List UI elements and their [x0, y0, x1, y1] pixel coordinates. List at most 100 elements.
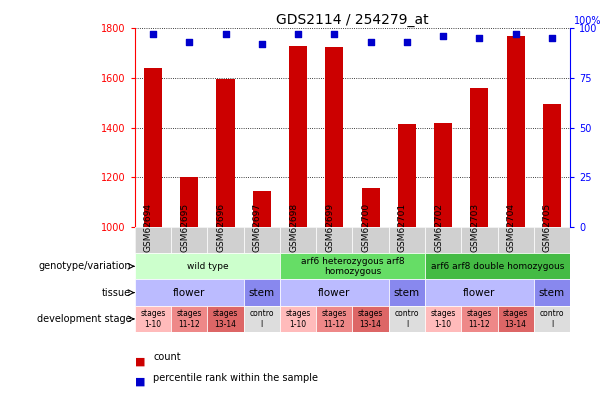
- Text: stages
13-14: stages 13-14: [358, 309, 383, 328]
- Text: genotype/variation: genotype/variation: [39, 261, 131, 271]
- Text: stem: stem: [249, 288, 275, 298]
- Bar: [389, 306, 425, 332]
- Bar: [425, 306, 461, 332]
- Point: [511, 31, 520, 38]
- Bar: [534, 227, 570, 253]
- Point: [185, 39, 194, 45]
- Text: GSM62698: GSM62698: [289, 202, 298, 252]
- Point: [438, 33, 448, 40]
- Text: contro
l: contro l: [539, 309, 564, 328]
- Bar: [470, 88, 489, 227]
- Bar: [171, 306, 207, 332]
- Bar: [135, 253, 280, 279]
- Text: GSM62701: GSM62701: [398, 202, 407, 252]
- Bar: [171, 227, 207, 253]
- Text: count: count: [153, 352, 181, 362]
- Bar: [144, 68, 162, 227]
- Bar: [316, 227, 352, 253]
- Bar: [289, 46, 307, 227]
- Text: contro
l: contro l: [395, 309, 419, 328]
- Bar: [244, 306, 280, 332]
- Text: arf6 arf8 double homozygous: arf6 arf8 double homozygous: [431, 262, 564, 271]
- Text: GSM62702: GSM62702: [434, 203, 443, 252]
- Bar: [253, 191, 271, 227]
- Bar: [180, 177, 199, 227]
- Text: GSM62694: GSM62694: [144, 203, 153, 252]
- Bar: [398, 124, 416, 227]
- Bar: [280, 306, 316, 332]
- Title: GDS2114 / 254279_at: GDS2114 / 254279_at: [276, 13, 428, 27]
- Point: [474, 35, 484, 41]
- Point: [257, 41, 267, 47]
- Bar: [326, 47, 343, 227]
- Bar: [543, 104, 561, 227]
- Bar: [135, 306, 171, 332]
- Text: ■: ■: [135, 356, 145, 367]
- Text: tissue: tissue: [102, 288, 131, 298]
- Point: [293, 31, 303, 38]
- Text: GSM62696: GSM62696: [216, 202, 226, 252]
- Text: stages
11-12: stages 11-12: [322, 309, 347, 328]
- Bar: [244, 279, 280, 306]
- Bar: [352, 306, 389, 332]
- Bar: [498, 227, 534, 253]
- Point: [329, 31, 339, 38]
- Text: arf6 heterozygous arf8
homozygous: arf6 heterozygous arf8 homozygous: [300, 257, 405, 276]
- Bar: [280, 279, 389, 306]
- Text: stages
11-12: stages 11-12: [466, 309, 492, 328]
- Text: GSM62704: GSM62704: [507, 203, 516, 252]
- Text: stages
13-14: stages 13-14: [213, 309, 238, 328]
- Text: wild type: wild type: [186, 262, 228, 271]
- Text: GSM62697: GSM62697: [253, 202, 262, 252]
- Bar: [135, 279, 244, 306]
- Bar: [244, 227, 280, 253]
- Bar: [506, 36, 525, 227]
- Bar: [207, 306, 244, 332]
- Bar: [434, 123, 452, 227]
- Text: stages
1-10: stages 1-10: [430, 309, 456, 328]
- Text: percentile rank within the sample: percentile rank within the sample: [153, 373, 318, 383]
- Bar: [389, 227, 425, 253]
- Text: stages
13-14: stages 13-14: [503, 309, 528, 328]
- Text: stages
11-12: stages 11-12: [177, 309, 202, 328]
- Bar: [316, 306, 352, 332]
- Bar: [135, 227, 570, 253]
- Point: [148, 31, 158, 38]
- Bar: [216, 79, 235, 227]
- Bar: [352, 227, 389, 253]
- Bar: [425, 253, 570, 279]
- Text: stages
1-10: stages 1-10: [140, 309, 166, 328]
- Bar: [362, 188, 379, 227]
- Bar: [462, 306, 498, 332]
- Point: [366, 39, 376, 45]
- Text: GSM62705: GSM62705: [543, 202, 552, 252]
- Text: flower: flower: [173, 288, 205, 298]
- Text: GSM62699: GSM62699: [326, 202, 334, 252]
- Bar: [498, 306, 534, 332]
- Text: flower: flower: [318, 288, 351, 298]
- Bar: [462, 227, 498, 253]
- Text: GSM62703: GSM62703: [470, 202, 479, 252]
- Bar: [534, 306, 570, 332]
- Bar: [425, 227, 461, 253]
- Bar: [280, 227, 316, 253]
- Point: [221, 31, 230, 38]
- Text: ■: ■: [135, 377, 145, 387]
- Text: contro
l: contro l: [249, 309, 274, 328]
- Point: [547, 35, 557, 41]
- Bar: [207, 227, 244, 253]
- Bar: [389, 279, 425, 306]
- Text: flower: flower: [463, 288, 495, 298]
- Text: stem: stem: [394, 288, 420, 298]
- Bar: [280, 253, 425, 279]
- Bar: [135, 227, 171, 253]
- Bar: [425, 279, 534, 306]
- Text: stages
1-10: stages 1-10: [286, 309, 311, 328]
- Point: [402, 39, 412, 45]
- Bar: [534, 279, 570, 306]
- Text: GSM62700: GSM62700: [362, 202, 371, 252]
- Text: development stage: development stage: [37, 314, 131, 324]
- Text: 100%: 100%: [574, 16, 602, 26]
- Text: GSM62695: GSM62695: [180, 202, 189, 252]
- Text: stem: stem: [539, 288, 565, 298]
